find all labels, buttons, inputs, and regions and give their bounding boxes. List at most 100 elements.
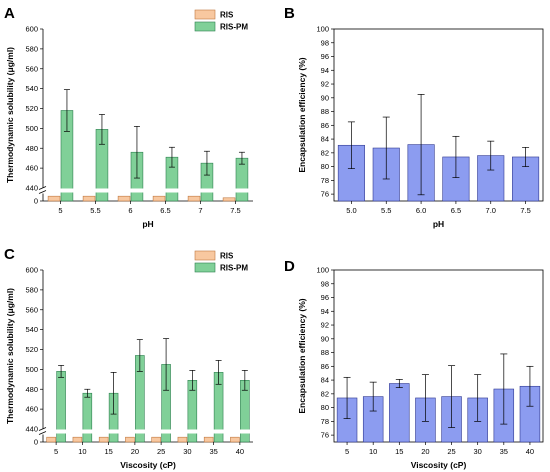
bar-break-gap [165, 188, 179, 193]
x-tick-label: 35 [500, 447, 508, 456]
y-tick-label: 600 [25, 25, 38, 34]
y-tick-label: 0 [34, 438, 38, 447]
x-tick-label: 6 [128, 206, 132, 215]
y-tick-label: 78 [321, 176, 329, 185]
y-tick-label: 76 [321, 190, 329, 199]
ris-bar [117, 195, 131, 202]
bar-break-gap [60, 188, 74, 193]
x-axis-title: Viscosity (cP) [120, 460, 176, 470]
y-tick-label: 100 [316, 25, 329, 34]
bar-break-gap [95, 188, 109, 193]
ris-bar [152, 195, 166, 202]
x-tick-label: 15 [104, 447, 112, 456]
x-tick-label: 5.0 [346, 206, 356, 215]
x-tick-label: 35 [209, 447, 217, 456]
bar-break-gap [186, 429, 198, 434]
y-tick-label: 94 [321, 307, 329, 316]
panel-letter: C [4, 246, 15, 263]
panel-A: A 440 460 480 500 520 540 560 580 600 0 5 5.5 6 6.5 7 7.… [4, 5, 253, 229]
y-tick-label: 560 [25, 305, 38, 314]
panel-letter: B [284, 5, 295, 22]
legend-label-ris-pm: RIS-PM [220, 264, 248, 273]
legend-swatch-ris [194, 9, 216, 20]
y-tick-label: 94 [321, 66, 329, 75]
x-tick-label: 30 [474, 447, 482, 456]
x-tick-label: 7.0 [486, 206, 496, 215]
y-tick-label: 460 [25, 164, 38, 173]
y-axis-title: Encapsulation efficiency (%) [297, 57, 307, 172]
ris-bar [203, 436, 214, 443]
y-tick-label: 92 [321, 80, 329, 89]
y-tick-label: 100 [316, 266, 329, 275]
axis-break-mark [38, 431, 47, 435]
y-tick-label: 480 [25, 385, 38, 394]
bar-break-gap [235, 188, 249, 193]
y-axis-title: Thermodynamic solubility (μg/ml) [5, 47, 15, 183]
y-tick-label: 540 [25, 84, 38, 93]
x-tick-label: 6.0 [416, 206, 426, 215]
legend-label-ris: RIS [220, 11, 234, 20]
x-tick-label: 15 [395, 447, 403, 456]
legend-swatch-ris [194, 250, 216, 261]
x-tick-label: 20 [131, 447, 139, 456]
x-axis-title: Viscosity (cP) [411, 460, 467, 470]
x-tick-label: 7 [198, 206, 202, 215]
y-tick-label: 500 [25, 365, 38, 374]
y-tick-label: 440 [25, 184, 38, 193]
y-tick-label: 92 [321, 321, 329, 330]
y-tick-label: 82 [321, 389, 329, 398]
bar-break-gap [213, 429, 225, 434]
y-tick-label: 440 [25, 425, 38, 434]
x-tick-label: 5 [345, 447, 349, 456]
bar-break-gap [108, 429, 120, 434]
ris-bar [47, 195, 61, 202]
ris-bar [177, 436, 188, 443]
legend: RIS RIS-PM [194, 250, 248, 273]
y-tick-label: 580 [25, 44, 38, 53]
axis-break-gap [39, 187, 47, 194]
y-tick-label: 84 [321, 135, 329, 144]
y-tick-label: 540 [25, 325, 38, 334]
y-tick-label: 90 [321, 334, 329, 343]
x-tick-label: 7.5 [230, 206, 240, 215]
y-tick-label: 0 [34, 197, 38, 206]
x-axis-title: pH [142, 219, 153, 229]
y-tick-label: 90 [321, 93, 329, 102]
x-tick-label: 6.5 [451, 206, 461, 215]
ris-bar [72, 436, 83, 443]
y-tick-label: 88 [321, 107, 329, 116]
y-tick-label: 480 [25, 144, 38, 153]
x-tick-label: 5.5 [381, 206, 391, 215]
x-tick-label: 20 [421, 447, 429, 456]
panel-C: C 440 460 480 500 520 540 560 580 600 0 5 10 15 20 25 30… [4, 246, 253, 470]
ris-bar [151, 436, 161, 443]
y-tick-label: 96 [321, 293, 329, 302]
panel-B: B 76 78 80 82 84 86 88 90 92 94 96 98 100 5.0 5.5 6.0 6.5… [284, 5, 544, 229]
y-tick-label: 560 [25, 64, 38, 73]
y-tick-label: 600 [25, 266, 38, 275]
x-tick-label: 5 [58, 206, 62, 215]
x-tick-label: 40 [236, 447, 244, 456]
y-tick-label: 86 [321, 362, 329, 371]
y-tick-label: 96 [321, 52, 329, 61]
y-tick-label: 520 [25, 104, 38, 113]
legend-label-ris: RIS [220, 252, 234, 261]
ris-bar [187, 195, 201, 202]
y-tick-label: 88 [321, 348, 329, 357]
y-tick-label: 80 [321, 403, 329, 412]
legend-label-ris-pm: RIS-PM [220, 23, 248, 32]
x-tick-label: 25 [157, 447, 165, 456]
efficiency-bar [389, 383, 410, 443]
bar-break-gap [160, 429, 172, 434]
axis-break-gap [39, 428, 47, 435]
axis-break-mark [38, 190, 47, 194]
legend-swatch-ris-pm [194, 21, 216, 32]
bar-break-gap [200, 188, 214, 193]
x-axis-title: pH [433, 219, 444, 229]
y-axis-title: Encapsulation efficiency (%) [297, 298, 307, 413]
y-tick-label: 460 [25, 405, 38, 414]
x-tick-label: 7.5 [520, 206, 530, 215]
panel-letter: D [284, 258, 295, 275]
ris-pm-bar [82, 392, 93, 443]
